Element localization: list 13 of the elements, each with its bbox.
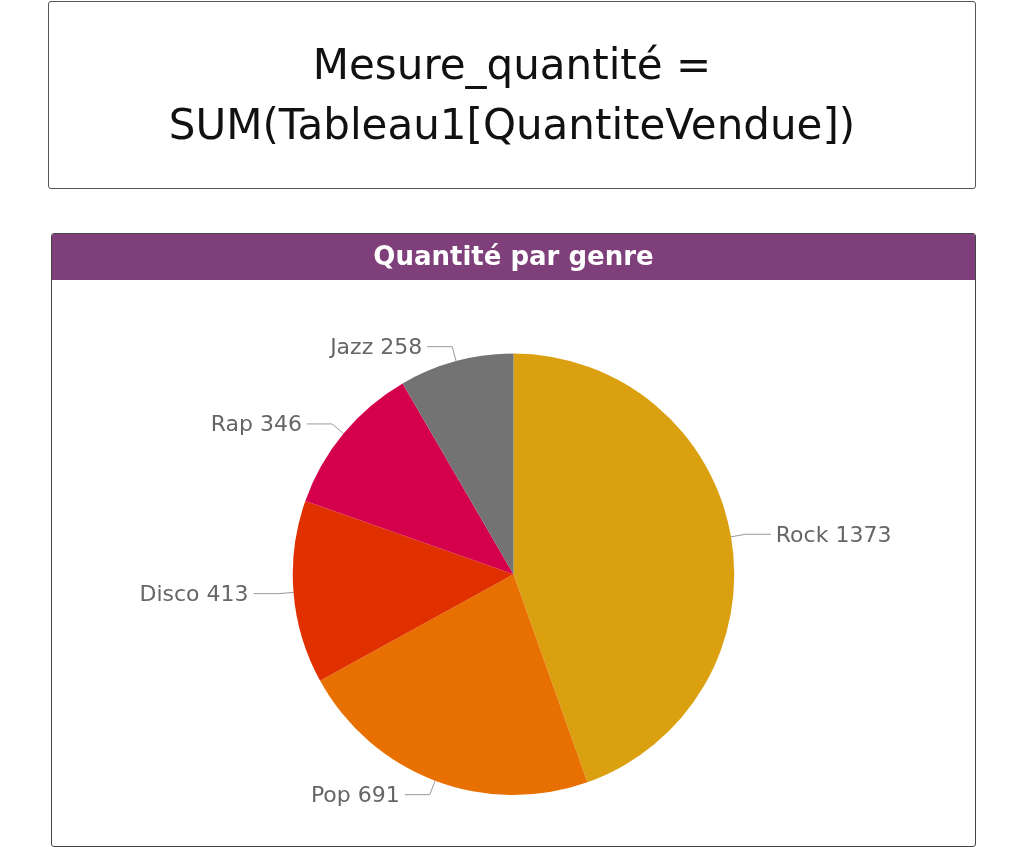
data-label: 1373	[835, 521, 892, 547]
data-label: 413	[206, 581, 249, 607]
data-label: 691	[357, 782, 400, 808]
data-label: 258	[380, 334, 423, 360]
text: Mesure_quantité =	[312, 39, 712, 91]
slice-label: Disco	[139, 581, 200, 607]
slice-label: Rap	[210, 411, 253, 437]
slice-label: Jazz	[328, 334, 374, 360]
data-label: 346	[259, 411, 302, 437]
chart-title: Quantité par genre	[52, 234, 975, 280]
slice-label: Rock	[775, 521, 829, 547]
slice-label: Pop	[310, 782, 351, 808]
text: SUM(Tableau1[QuantiteVendue])	[168, 99, 856, 151]
